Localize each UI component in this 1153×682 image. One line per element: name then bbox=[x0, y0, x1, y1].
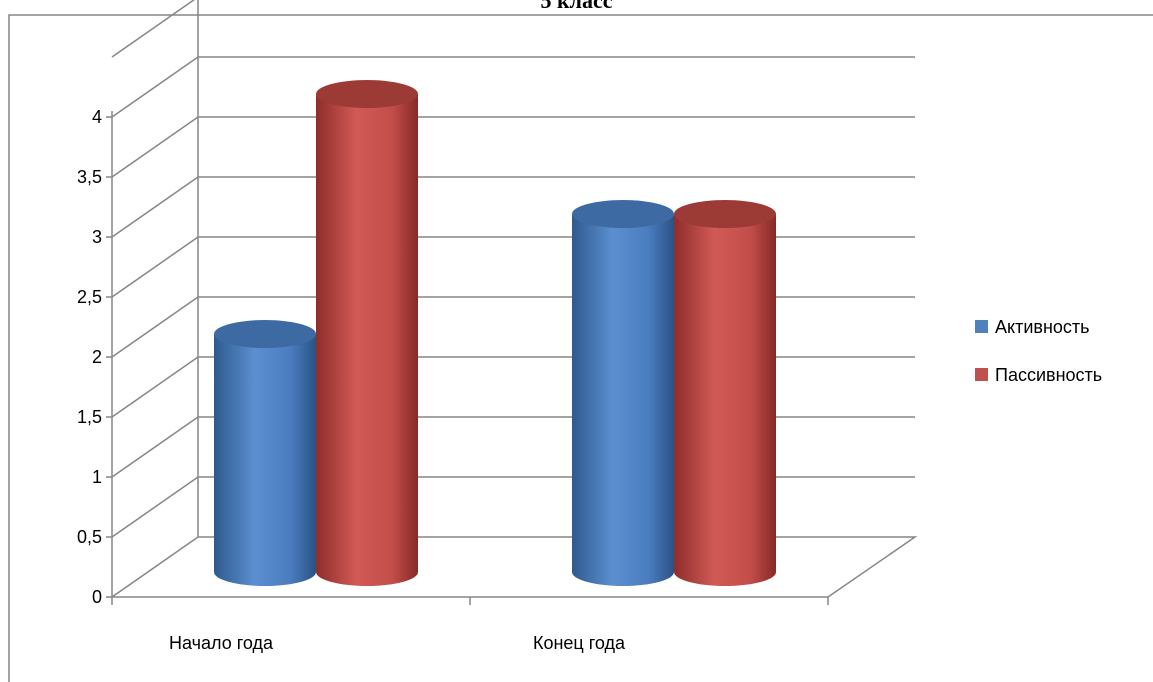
legend-label: Активность bbox=[995, 317, 1090, 337]
bar-top bbox=[674, 200, 776, 228]
gridline-diagonal bbox=[111, 176, 199, 238]
gridline-diagonal bbox=[111, 236, 199, 298]
axis-labels: 0 0,5 1 1,5 2 2,5 3 3,5 4 Начало года Конец года bbox=[77, 107, 626, 653]
y-tick-label: 2,5 bbox=[77, 287, 102, 307]
y-tick-label: 4 bbox=[92, 107, 102, 127]
axes bbox=[106, 111, 829, 605]
legend-label: Пассивность bbox=[995, 365, 1102, 385]
y-tick-label: 3,5 bbox=[77, 167, 102, 187]
y-tick-label: 1 bbox=[92, 467, 102, 487]
gridline-diagonal bbox=[111, 296, 199, 358]
bar-passivity-0 bbox=[316, 80, 418, 586]
bar-top bbox=[316, 80, 418, 108]
bar-body bbox=[214, 334, 316, 586]
gridline-diagonal bbox=[111, 416, 199, 478]
bar-activity-1 bbox=[572, 200, 674, 586]
legend-swatch bbox=[975, 320, 988, 333]
y-tick-label: 1,5 bbox=[77, 407, 102, 427]
chart-title: 5 класс bbox=[540, 0, 613, 13]
y-tick-label: 0,5 bbox=[77, 527, 102, 547]
bars bbox=[214, 80, 776, 586]
gridline-diagonal bbox=[111, 116, 199, 178]
gridline-diagonal bbox=[111, 356, 199, 418]
bar-top bbox=[214, 320, 316, 348]
gridline-diagonal bbox=[111, 536, 199, 598]
gridline-diagonal bbox=[111, 476, 199, 538]
bar-body bbox=[674, 214, 776, 586]
bar-passivity-1 bbox=[674, 200, 776, 586]
x-tick-label: Конец года bbox=[533, 633, 626, 653]
y-tick-label: 3 bbox=[92, 227, 102, 247]
gridline-diagonal bbox=[111, 56, 199, 118]
bar-body bbox=[316, 94, 418, 586]
y-tick-label: 2 bbox=[92, 347, 102, 367]
gridline-diagonal bbox=[111, 0, 196, 58]
legend-swatch bbox=[975, 368, 988, 381]
bar-activity-0 bbox=[214, 320, 316, 586]
bar-body bbox=[572, 214, 674, 586]
x-tick-label: Начало года bbox=[169, 633, 274, 653]
y-tick-label: 0 bbox=[92, 587, 102, 607]
chart-frame bbox=[8, 14, 1153, 682]
bar-top bbox=[572, 200, 674, 228]
legend: Активность Пассивность bbox=[975, 317, 1102, 385]
